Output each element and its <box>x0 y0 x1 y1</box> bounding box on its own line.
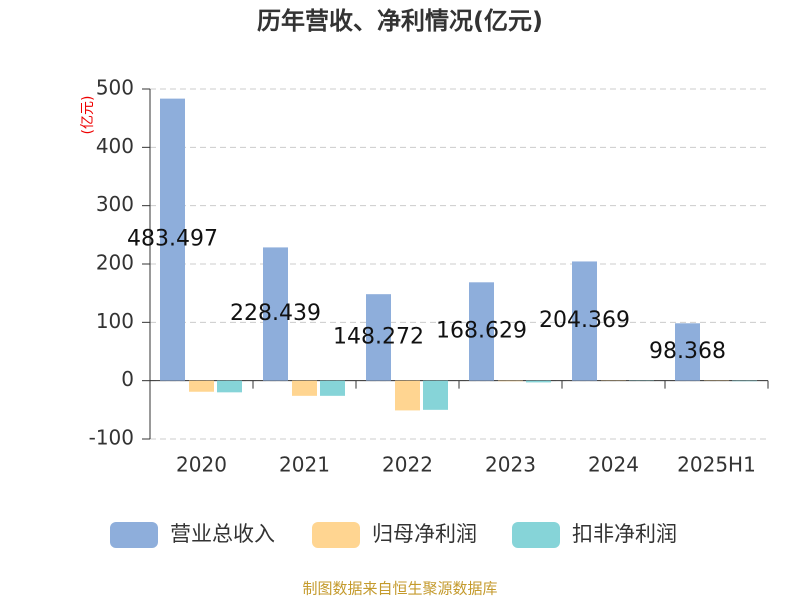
x-tick-label: 2022 <box>382 453 433 477</box>
bar <box>263 247 288 381</box>
chart-title: 历年营收、净利情况(亿元) <box>257 7 543 35</box>
legend-label: 营业总收入 <box>170 522 275 546</box>
x-tick-label: 2024 <box>588 453 639 477</box>
x-tick-label: 2021 <box>279 453 330 477</box>
data-label: 228.439 <box>230 301 321 326</box>
x-tick-label: 2023 <box>485 453 536 477</box>
y-tick-label: -100 <box>89 426 134 450</box>
legend-swatch <box>512 522 560 548</box>
y-tick-label: 500 <box>96 76 134 100</box>
y-tick-label: 300 <box>96 192 134 216</box>
bar <box>675 323 700 381</box>
bar <box>526 380 551 383</box>
y-tick-label: 0 <box>121 367 134 391</box>
x-tick-label: 2020 <box>176 453 227 477</box>
bar <box>366 294 391 381</box>
data-label: 483.497 <box>127 227 218 252</box>
bar <box>469 282 494 381</box>
source-note: 制图数据来自恒生聚源数据库 <box>302 580 497 598</box>
bar <box>189 380 214 392</box>
y-tick-label: 100 <box>96 309 134 333</box>
data-label: 148.272 <box>333 324 424 349</box>
bar <box>572 261 597 381</box>
y-axis-label: (亿元) <box>80 96 96 135</box>
bar <box>320 380 345 396</box>
data-label: 98.368 <box>649 339 726 364</box>
bar <box>160 98 185 381</box>
legend-label: 归母净利润 <box>372 522 477 546</box>
y-tick-label: 400 <box>96 134 134 158</box>
x-tick-label: 2025H1 <box>677 453 756 477</box>
legend-swatch <box>312 522 360 548</box>
bar <box>732 380 757 382</box>
legend-swatch <box>110 522 158 548</box>
y-tick-label: 200 <box>96 251 134 275</box>
bar <box>292 380 317 396</box>
bar <box>423 380 448 410</box>
bar <box>395 380 420 411</box>
legend-label: 扣非净利润 <box>572 522 677 546</box>
bar <box>217 380 242 393</box>
bar <box>498 380 523 382</box>
data-label: 204.369 <box>539 308 630 333</box>
data-label: 168.629 <box>436 318 527 343</box>
